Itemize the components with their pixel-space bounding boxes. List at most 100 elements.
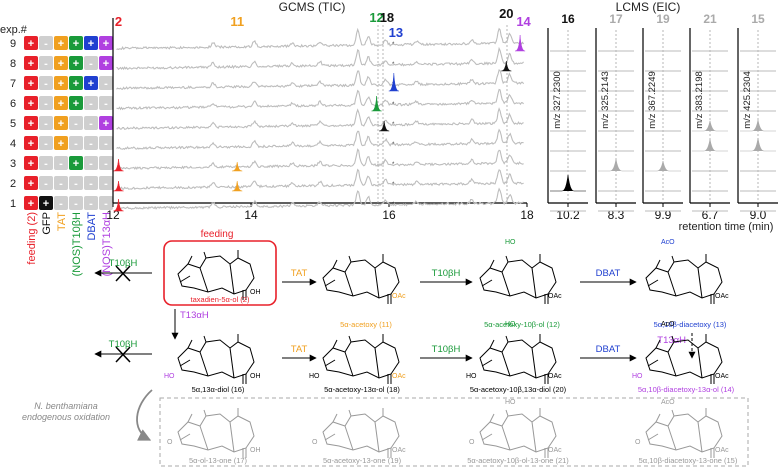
oxidation-note-2: endogenous oxidation bbox=[22, 412, 110, 422]
trace-marker: * bbox=[392, 122, 395, 128]
grid-cell-on: + bbox=[99, 116, 113, 130]
gcms-peak-label: 18 bbox=[380, 10, 394, 25]
grid-column-label: GFP bbox=[41, 212, 53, 235]
svg-text:-: - bbox=[59, 178, 63, 190]
gcms-product-peak bbox=[388, 72, 399, 92]
lcms-peak bbox=[550, 174, 586, 192]
enzyme-dbat-2: DBAT bbox=[596, 344, 621, 355]
grid-cell-off: - bbox=[84, 156, 98, 170]
grid-cell-on: + bbox=[24, 36, 38, 50]
atom-oac-11: OAc bbox=[392, 293, 406, 300]
gcms-peak-label: 12 bbox=[369, 10, 383, 25]
grid-cell-off: - bbox=[84, 96, 98, 110]
enzyme-t10bh-3: T10βH bbox=[109, 339, 138, 350]
row-number: 8 bbox=[10, 58, 16, 70]
grid-cell-on: + bbox=[69, 76, 83, 90]
grid-cell-on: + bbox=[54, 76, 68, 90]
grid-column-labels: feeding (2) GFP TAT (NOS)T10βH DBAT (NOS)T13α… bbox=[26, 212, 113, 277]
lcms-xlabel: retention time (min) bbox=[679, 221, 774, 233]
grid-column-label: (NOS)T10βH bbox=[71, 212, 83, 276]
lcms-panel: 15 9.0 m/z 425.2304 bbox=[737, 12, 778, 222]
x-tick-label: 12 bbox=[106, 208, 120, 222]
lcms-time-label: 9.0 bbox=[750, 208, 767, 222]
grid-cell-off: - bbox=[84, 196, 98, 210]
structure-18 bbox=[322, 333, 400, 385]
atom-oac-14: OAc bbox=[715, 373, 729, 380]
atom-aco-14: AcO bbox=[661, 321, 675, 328]
atom-ho-12: HO bbox=[505, 239, 516, 246]
svg-text:+: + bbox=[73, 78, 79, 90]
row-number: 7 bbox=[10, 78, 16, 90]
lcms-panel: 17 8.3 m/z 325.2143 bbox=[595, 12, 636, 222]
compound-11-label: 5α-acetoxy (11) bbox=[340, 320, 392, 329]
gcms-peak-label: 14 bbox=[516, 14, 531, 29]
trace-marker: * bbox=[392, 202, 395, 208]
enzyme-dbat-1: DBAT bbox=[596, 268, 621, 279]
grid-cell-on: + bbox=[39, 196, 53, 210]
row-number: 5 bbox=[10, 118, 16, 130]
grid-cell-on: + bbox=[24, 76, 38, 90]
atom-oac-15: OAc bbox=[715, 447, 729, 454]
svg-text:+: + bbox=[103, 38, 109, 50]
x-tick-label: 14 bbox=[244, 208, 258, 222]
lcms-mz-label: m/z 425.2304 bbox=[742, 71, 753, 129]
gcms-trace bbox=[116, 168, 524, 190]
atom-o-21: O bbox=[469, 439, 475, 446]
svg-text:+: + bbox=[58, 78, 64, 90]
atom-o-19: O bbox=[312, 439, 318, 446]
svg-text:-: - bbox=[44, 38, 48, 50]
svg-text:-: - bbox=[59, 158, 63, 170]
lcms-compound-label: 16 bbox=[561, 12, 575, 26]
gcms-peak-label: 11 bbox=[230, 14, 244, 29]
cross-2 bbox=[115, 346, 131, 363]
structure-2 bbox=[177, 249, 255, 301]
svg-text:+: + bbox=[58, 98, 64, 110]
gcms-trace bbox=[116, 27, 525, 51]
structure-11 bbox=[322, 253, 400, 305]
svg-text:-: - bbox=[104, 178, 108, 190]
gcms-product-peak bbox=[232, 161, 243, 172]
lcms-panel: 19 9.9 m/z 367.2249 bbox=[642, 12, 683, 222]
grid-cell-on: + bbox=[24, 116, 38, 130]
enzyme-tat-1: TAT bbox=[291, 268, 308, 279]
svg-text:-: - bbox=[44, 178, 48, 190]
svg-text:+: + bbox=[28, 138, 34, 150]
lcms-compound-label: 15 bbox=[751, 12, 765, 26]
trace-marker: * bbox=[392, 42, 395, 48]
atom-oac-20: OAc bbox=[548, 373, 562, 380]
x-tick-label: 18 bbox=[520, 208, 534, 222]
atom-oac-13: OAc bbox=[715, 293, 729, 300]
grid-cell-on: + bbox=[24, 176, 38, 190]
grid-cell-off: - bbox=[54, 156, 68, 170]
svg-text:-: - bbox=[89, 118, 93, 130]
row-numbers: 9 8 7 6 5 4 3 2 1 bbox=[10, 38, 16, 210]
enzyme-t10bh-2: T10βH bbox=[432, 268, 461, 279]
svg-text:+: + bbox=[43, 198, 49, 210]
atom-ho-20b: HO bbox=[466, 373, 477, 380]
lcms-panels: 16 10.2 m/z 327.2300 17 8.3 m/z 325.2143 19 9.9… bbox=[547, 12, 778, 222]
atom-o-17: O bbox=[167, 439, 173, 446]
svg-text:+: + bbox=[88, 78, 94, 90]
atom-aco-13: AcO bbox=[661, 239, 675, 246]
atom-oac-19: OAc bbox=[392, 447, 406, 454]
lcms-time-label: 10.2 bbox=[556, 208, 580, 222]
grid-cell-on: + bbox=[54, 136, 68, 150]
gcms-peak-label: 2 bbox=[115, 14, 122, 29]
structure-17 bbox=[177, 407, 255, 459]
atom-oac-12: OAc bbox=[548, 293, 562, 300]
enzyme-t10bh-4: T10βH bbox=[432, 344, 461, 355]
gcms-x-ticks: 12 14 16 18 bbox=[106, 203, 534, 222]
svg-text:-: - bbox=[74, 118, 78, 130]
row-number: 1 bbox=[10, 198, 16, 210]
compound-17-label: 5α-ol-13-one (17) bbox=[189, 456, 248, 465]
grid-cell-on: + bbox=[69, 156, 83, 170]
row-number: 9 bbox=[10, 38, 16, 50]
grid-cell-on: + bbox=[69, 36, 83, 50]
grid-cell-off: - bbox=[39, 96, 53, 110]
atom-oh-2: OH bbox=[250, 289, 261, 296]
svg-text:+: + bbox=[28, 118, 34, 130]
grid-cell-on: + bbox=[84, 36, 98, 50]
grid-cell-off: - bbox=[39, 136, 53, 150]
gcms-peaks bbox=[113, 34, 526, 212]
lcms-mz-label: m/z 327.2300 bbox=[552, 71, 563, 129]
